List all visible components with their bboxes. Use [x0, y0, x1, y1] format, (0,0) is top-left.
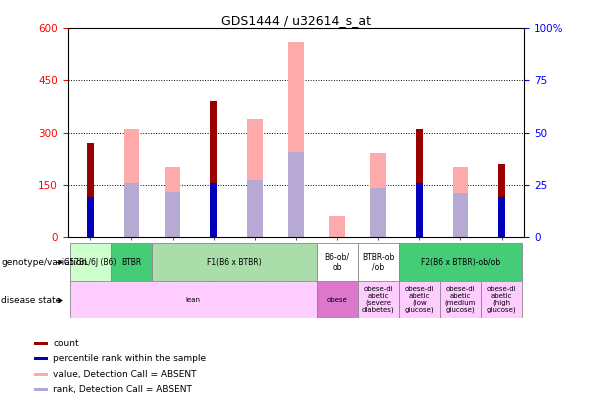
Text: obese-di
abetic
(medium
glucose): obese-di abetic (medium glucose) [445, 286, 476, 313]
Text: C57BL/6J (B6): C57BL/6J (B6) [64, 258, 117, 267]
Text: disease state: disease state [1, 296, 61, 305]
Text: count: count [54, 339, 79, 348]
Bar [288, 42, 304, 237]
Bar [70, 243, 111, 281]
Bar [316, 243, 358, 281]
Bar [152, 243, 316, 281]
Bar [34, 357, 48, 360]
Bar [111, 243, 152, 281]
Bar [399, 243, 522, 281]
Text: genotype/variation: genotype/variation [1, 258, 87, 267]
Bar [70, 281, 316, 318]
Bar [416, 129, 423, 237]
Bar [498, 197, 505, 237]
Text: value, Detection Call = ABSENT: value, Detection Call = ABSENT [54, 370, 197, 379]
Bar [165, 167, 180, 237]
Bar [370, 188, 386, 237]
Text: BTBR-ob
/ob: BTBR-ob /ob [362, 253, 395, 272]
Text: obese: obese [327, 297, 348, 303]
Bar [247, 119, 263, 237]
Text: obese-di
abetic
(severe
diabetes): obese-di abetic (severe diabetes) [362, 286, 395, 313]
Bar [87, 197, 94, 237]
Bar [124, 129, 139, 237]
Bar [316, 281, 358, 318]
Bar [370, 153, 386, 237]
Bar [34, 373, 48, 375]
Text: BTBR: BTBR [121, 258, 141, 267]
Text: rank, Detection Call = ABSENT: rank, Detection Call = ABSENT [54, 386, 192, 394]
Text: B6-ob/
ob: B6-ob/ ob [325, 253, 350, 272]
Bar [399, 281, 440, 318]
Bar [358, 281, 399, 318]
Bar [498, 164, 505, 237]
Text: obese-di
abetic
(low
glucose): obese-di abetic (low glucose) [405, 286, 434, 313]
Bar [124, 183, 139, 237]
Bar [247, 179, 263, 237]
Bar [416, 183, 423, 237]
Bar [34, 341, 48, 345]
Bar [34, 388, 48, 391]
Bar [358, 243, 399, 281]
Bar [440, 281, 481, 318]
Text: obese-di
abetic
(high
glucose): obese-di abetic (high glucose) [487, 286, 517, 313]
Bar [210, 101, 217, 237]
Title: GDS1444 / u32614_s_at: GDS1444 / u32614_s_at [221, 14, 371, 27]
Text: F2(B6 x BTBR)-ob/ob: F2(B6 x BTBR)-ob/ob [421, 258, 500, 267]
Bar [288, 152, 304, 237]
Bar [210, 183, 217, 237]
Bar [165, 192, 180, 237]
Text: percentile rank within the sample: percentile rank within the sample [54, 354, 207, 363]
Bar [481, 281, 522, 318]
Text: lean: lean [186, 297, 201, 303]
Bar [453, 194, 468, 237]
Bar [453, 167, 468, 237]
Bar [329, 216, 345, 237]
Bar [87, 143, 94, 237]
Text: F1(B6 x BTBR): F1(B6 x BTBR) [207, 258, 262, 267]
